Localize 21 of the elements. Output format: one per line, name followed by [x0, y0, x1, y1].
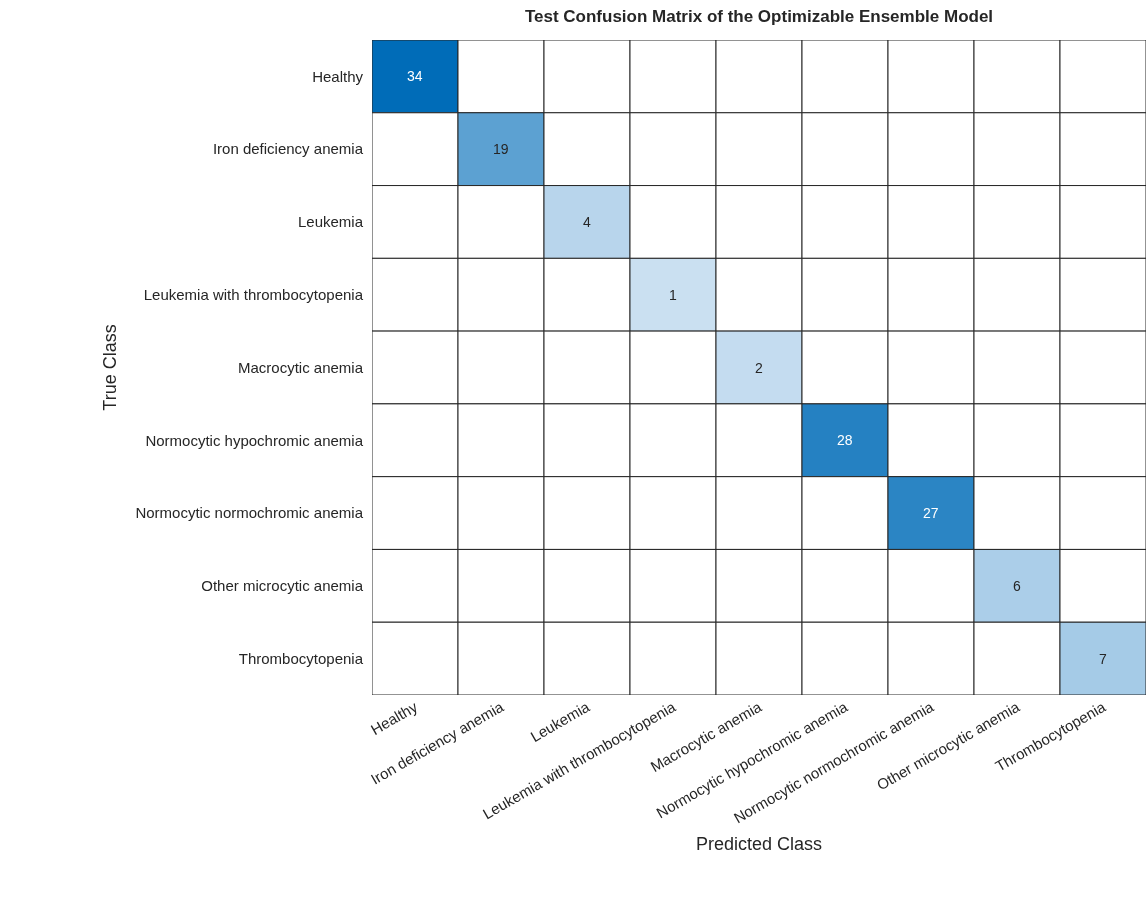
y-tick-label: Thrombocytopenia — [238, 649, 364, 667]
data-label: 6 — [1013, 578, 1021, 594]
y-tick-label: Iron deficiency anemia — [212, 140, 364, 158]
y-tick-label: Other microcytic anemia — [201, 577, 364, 595]
data-label: 2 — [755, 360, 763, 376]
y-tick-label: Healthy — [312, 67, 364, 85]
data-label: 4 — [583, 214, 591, 230]
chart-title: Test Confusion Matrix of the Optimizable Ensemble Model — [524, 7, 994, 27]
x-axis-title: Predicted Class — [695, 834, 823, 855]
y-tick-label: Normocytic hypochromic anemia — [145, 431, 364, 449]
y-tick-label: Macrocytic anemia — [237, 358, 364, 376]
y-tick-label: Normocytic normochromic anemia — [135, 504, 364, 522]
data-label: 27 — [923, 505, 939, 521]
y-tick-label: Leukemia with thrombocytopenia — [143, 285, 364, 303]
data-label: 34 — [407, 68, 423, 84]
y-axis-title: True Class — [99, 324, 120, 411]
data-label: 28 — [837, 432, 853, 448]
y-tick-label: Leukemia — [297, 213, 364, 231]
data-label: 19 — [493, 141, 509, 157]
data-label: 1 — [669, 287, 677, 303]
data-label: 7 — [1099, 651, 1107, 667]
